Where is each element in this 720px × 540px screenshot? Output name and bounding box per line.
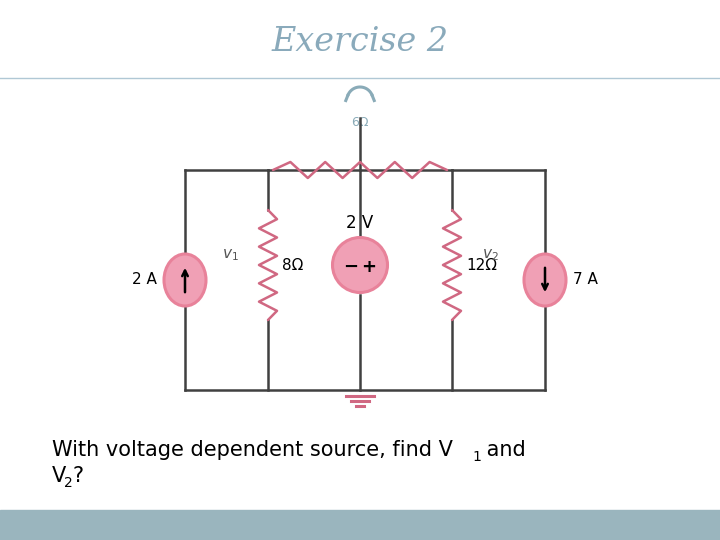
Ellipse shape: [333, 238, 387, 293]
Text: +: +: [361, 258, 377, 276]
Text: ?: ?: [72, 466, 83, 486]
Text: 6Ω: 6Ω: [351, 116, 369, 129]
Ellipse shape: [524, 254, 566, 306]
Text: $v_2$: $v_2$: [482, 247, 498, 263]
Text: 12Ω: 12Ω: [466, 258, 497, 273]
Text: 1: 1: [472, 450, 481, 464]
Bar: [0, 510, 720, 540]
Text: 2: 2: [64, 476, 73, 490]
Text: −: −: [343, 258, 359, 276]
Ellipse shape: [164, 254, 206, 306]
Text: 2 V: 2 V: [346, 214, 374, 232]
Text: $v_1$: $v_1$: [222, 247, 238, 263]
Text: 7 A: 7 A: [573, 273, 598, 287]
Text: 2 A: 2 A: [132, 273, 157, 287]
Text: 8Ω: 8Ω: [282, 258, 303, 273]
Text: Exercise 2: Exercise 2: [271, 26, 449, 58]
Text: With voltage dependent source, find V: With voltage dependent source, find V: [52, 440, 453, 460]
Text: V: V: [52, 466, 66, 486]
Text: and: and: [480, 440, 526, 460]
